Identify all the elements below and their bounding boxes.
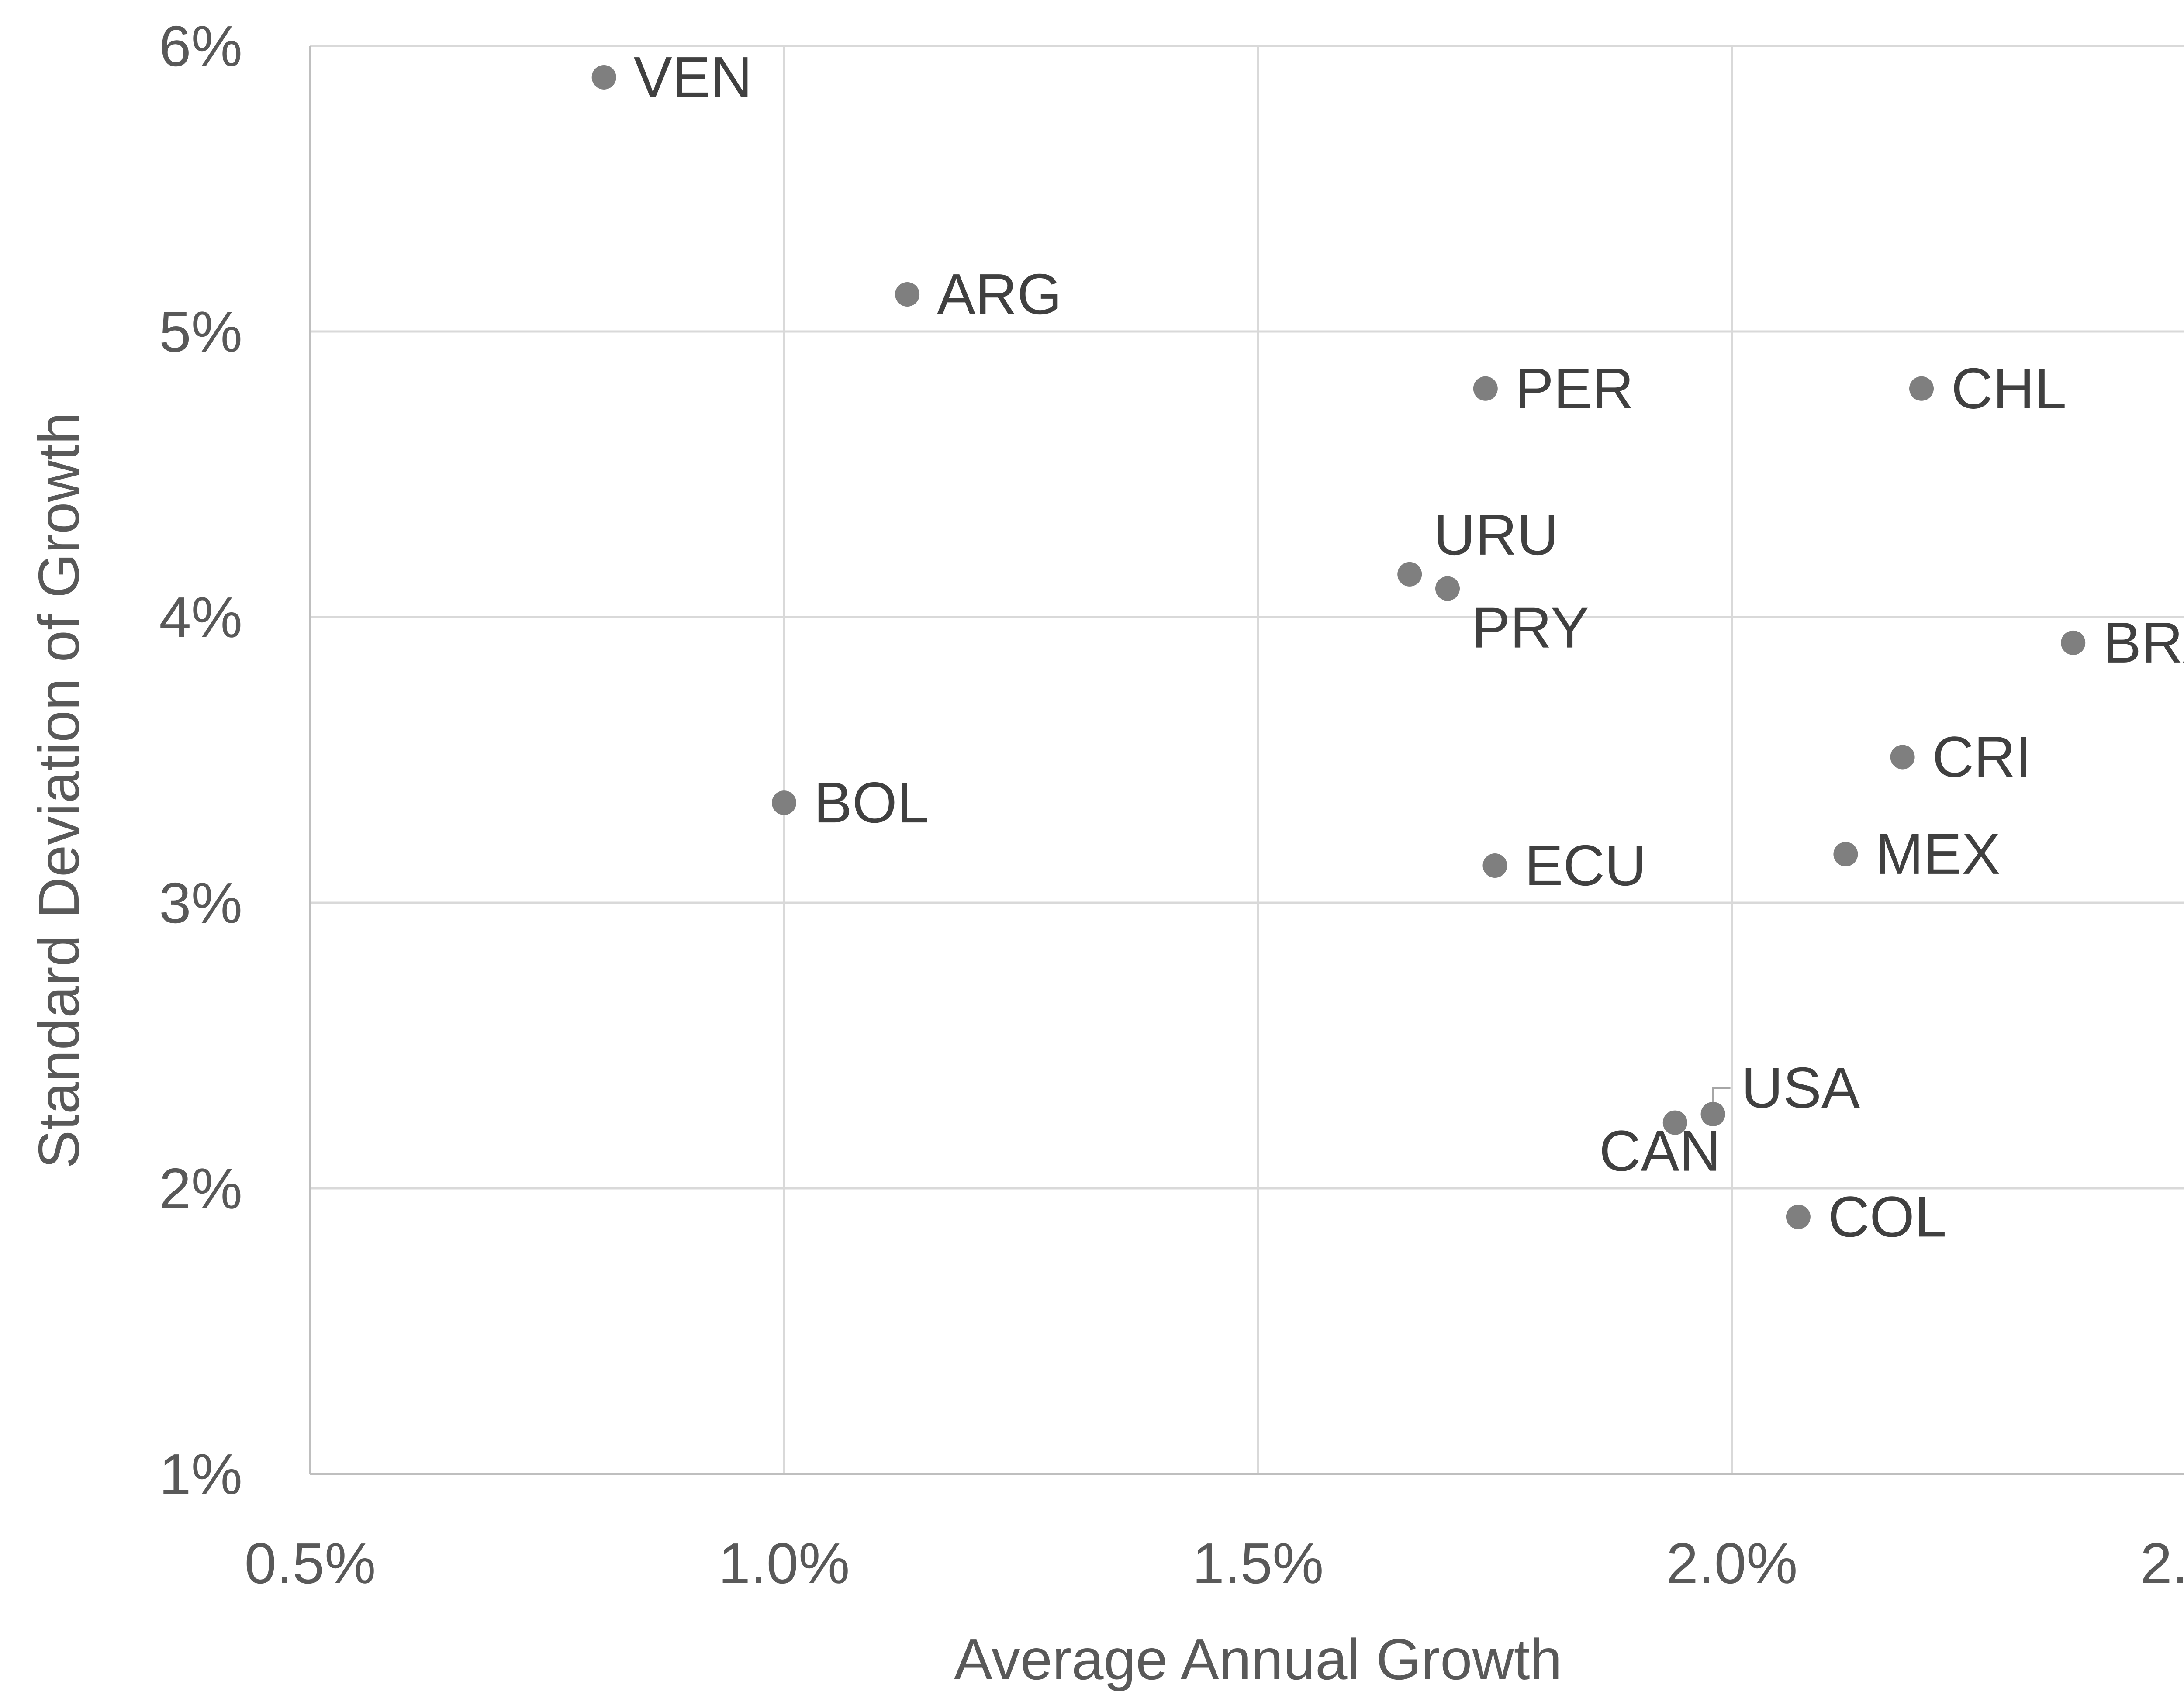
- point-label-cri: CRI: [1932, 725, 2032, 789]
- point-label-uru: URU: [1434, 503, 1559, 567]
- data-point-pry: [1435, 576, 1460, 601]
- data-point-usa: [1700, 1101, 1725, 1126]
- x-tick-labels: 0.5% 1.0% 1.5% 2.0% 2.5%: [245, 1531, 2184, 1595]
- gridlines: [310, 45, 2184, 1474]
- point-label-ven: VEN: [634, 45, 752, 109]
- y-tick-label: 2%: [159, 1156, 242, 1221]
- point-label-bra: BRA: [2103, 611, 2184, 675]
- data-point-uru: [1397, 562, 1422, 587]
- data-point-chl: [1909, 376, 1934, 401]
- data-point-mex: [1833, 842, 1858, 866]
- label-leader-lines: [1712, 1087, 1731, 1102]
- x-tick-label: 1.0%: [719, 1531, 850, 1595]
- axes: [309, 46, 2184, 1475]
- x-tick-label: 1.5%: [1192, 1531, 1324, 1595]
- data-point-ven: [591, 65, 616, 90]
- data-point-col: [1786, 1205, 1811, 1229]
- y-tick-labels: 1% 2% 3% 4% 5% 6%: [159, 14, 242, 1506]
- data-point-bra: [2061, 630, 2086, 655]
- data-point-bol: [772, 790, 796, 815]
- point-label-per: PER: [1515, 356, 1634, 421]
- y-tick-label: 5%: [159, 300, 242, 364]
- data-points: [591, 65, 2086, 1229]
- data-point-can: [1662, 1110, 1687, 1135]
- data-point-arg: [895, 282, 920, 307]
- point-label-col: COL: [1828, 1184, 1946, 1249]
- point-label-can: CAN: [1599, 1119, 1721, 1183]
- data-point-ecu: [1482, 853, 1507, 878]
- point-label-chl: CHL: [1951, 356, 2067, 421]
- x-tick-label: 2.5%: [2140, 1531, 2184, 1595]
- x-tick-label: 0.5%: [245, 1531, 376, 1595]
- point-label-usa: USA: [1742, 1056, 1860, 1120]
- point-label-ecu: ECU: [1525, 833, 1647, 897]
- x-axis-title: Average Annual Growth: [954, 1627, 1562, 1691]
- point-label-bol: BOL: [814, 770, 929, 835]
- y-tick-label: 6%: [159, 14, 242, 78]
- y-axis-title: Standard Deviation of Growth: [27, 412, 91, 1169]
- point-labels: VEN ARG PER CHL URU PRY BRA CRI BOL MEX ECU USA CAN C…: [634, 45, 2184, 1249]
- point-label-pry: PRY: [1472, 596, 1589, 660]
- y-tick-label: 3%: [159, 871, 242, 935]
- y-tick-label: 4%: [159, 585, 242, 649]
- point-label-mex: MEX: [1875, 822, 2000, 886]
- y-tick-label: 1%: [159, 1442, 242, 1506]
- leader-line-usa: [1712, 1087, 1731, 1102]
- data-point-per: [1473, 376, 1498, 401]
- point-label-arg: ARG: [937, 262, 1062, 326]
- x-tick-label: 2.0%: [1666, 1531, 1798, 1595]
- data-point-cri: [1890, 745, 1915, 770]
